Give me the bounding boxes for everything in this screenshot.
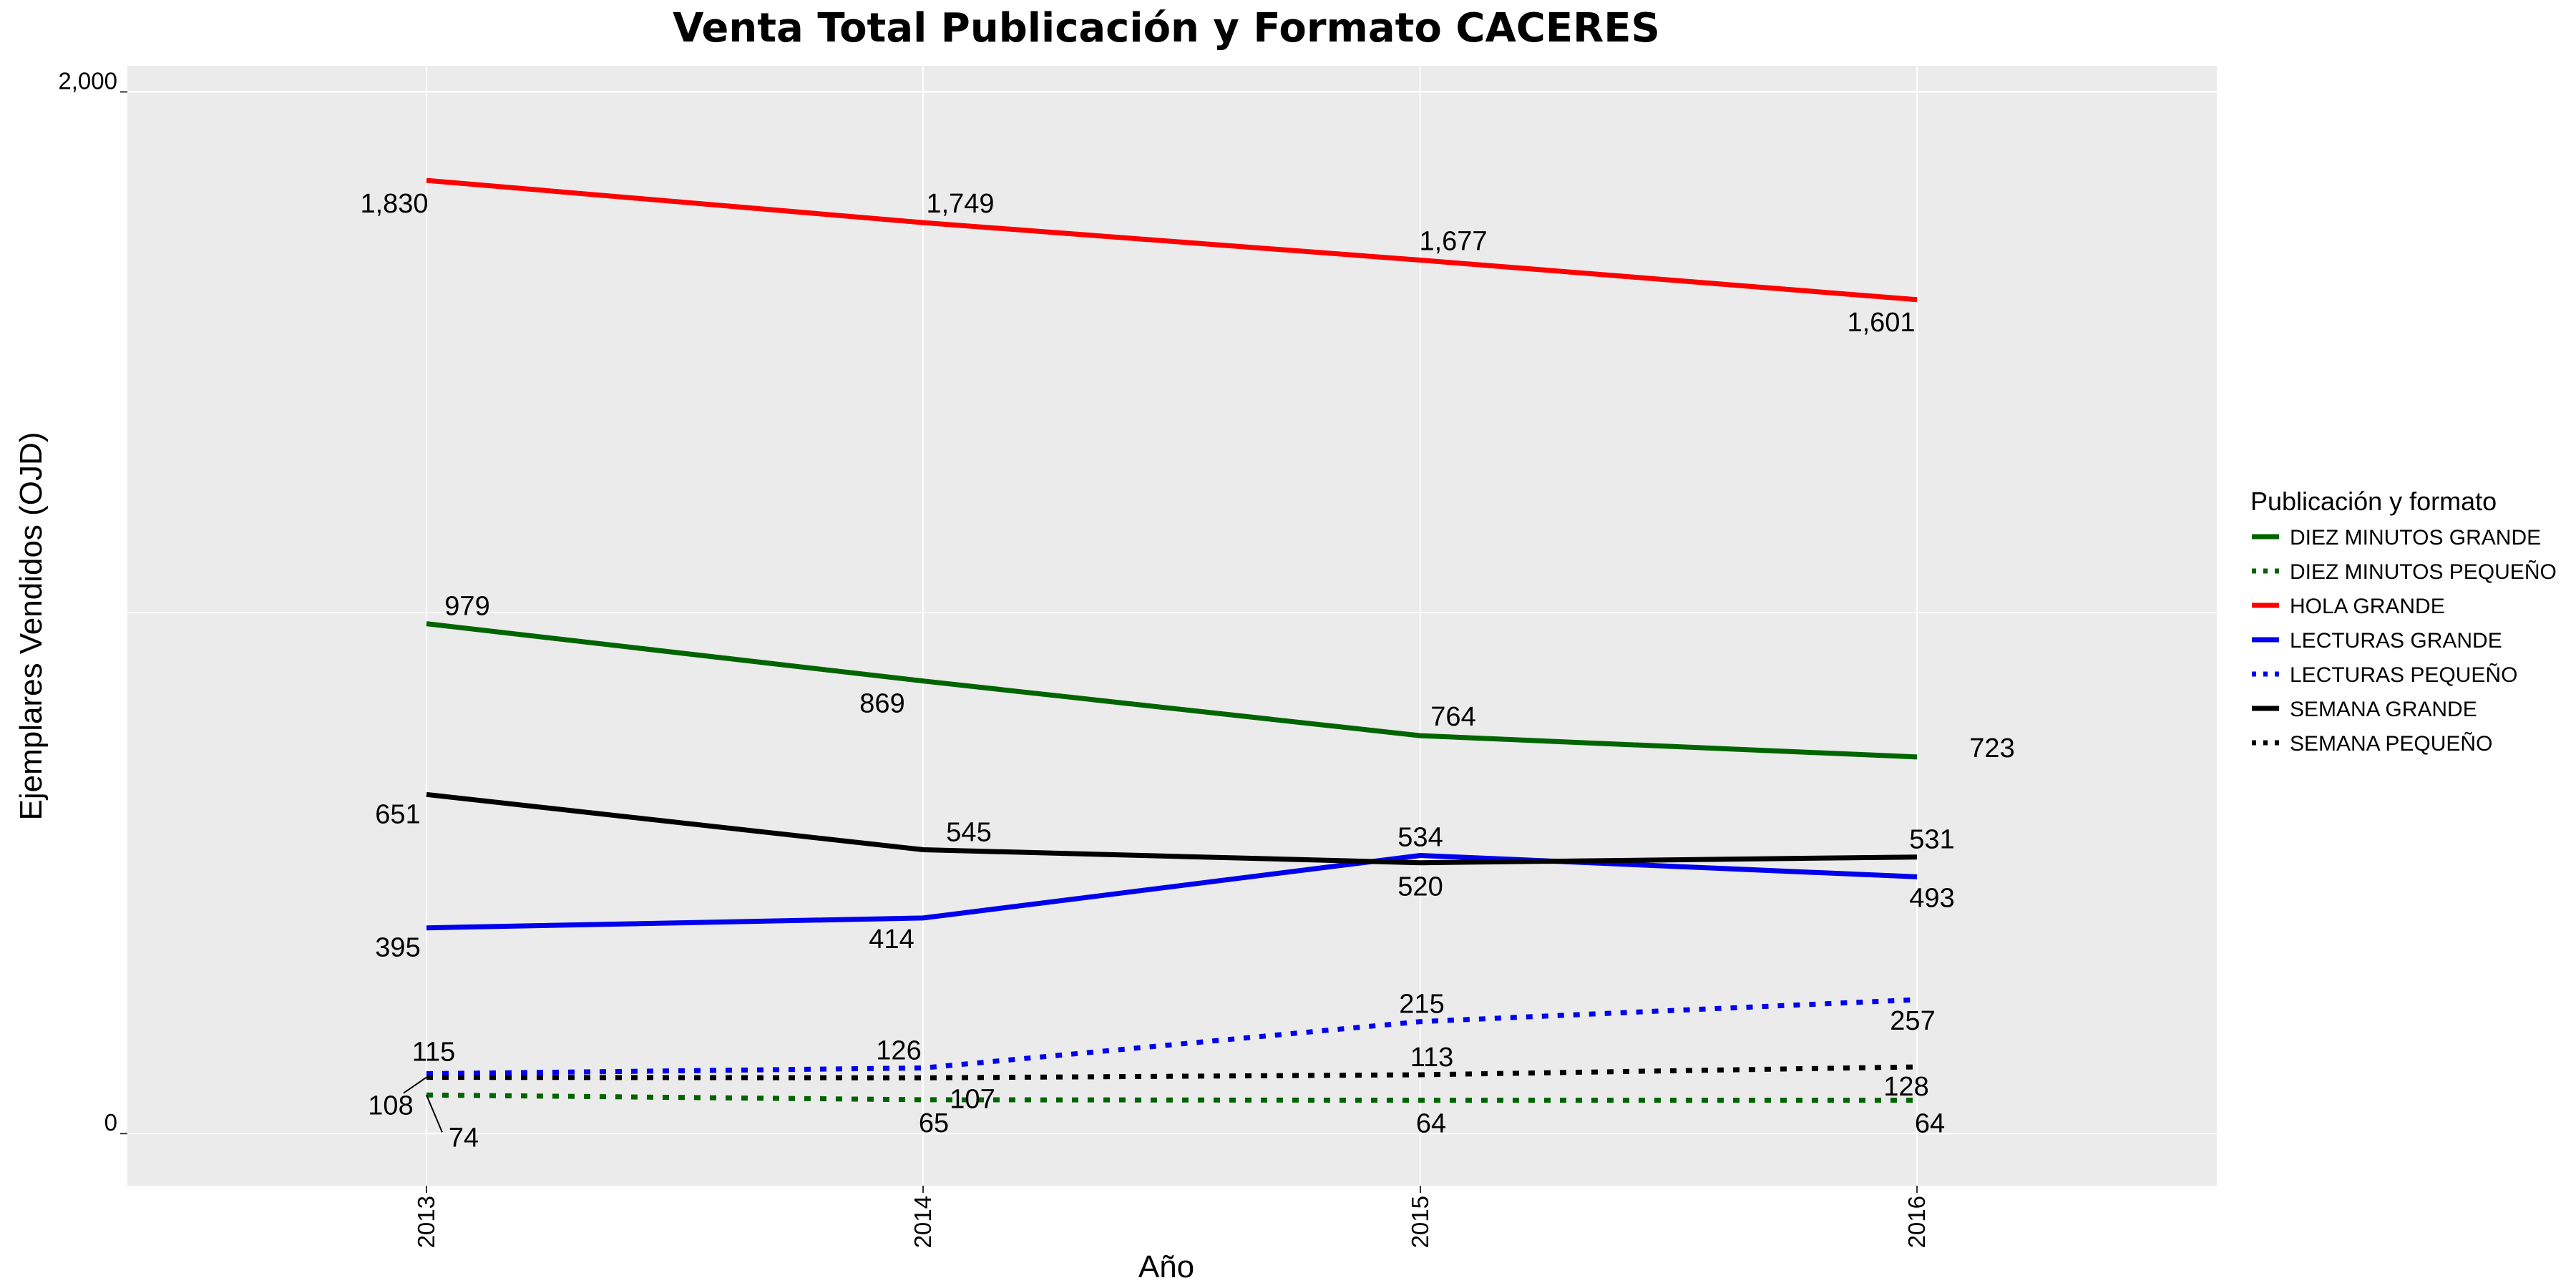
label-leader-line <box>426 1094 443 1133</box>
data-label: 1,677 <box>1419 227 1487 257</box>
data-label: 113 <box>1410 1043 1454 1073</box>
axes: 0 2,000 2013 2014 2015 2016 <box>58 67 1930 1248</box>
data-label: 108 <box>368 1091 413 1121</box>
x-tick-label: 2013 <box>413 1196 439 1248</box>
legend: DIEZ MINUTOS GRANDE DIEZ MINUTOS PEQUEÑO H… <box>2252 526 2557 756</box>
data-labels: 1,830 1,749 1,677 1,601 979 869 764 723 651 545 52… <box>360 189 2014 1153</box>
y-tick-label: 2,000 <box>58 67 117 94</box>
data-label: 534 <box>1397 823 1443 853</box>
data-label: 869 <box>859 689 904 719</box>
data-label: 64 <box>1915 1109 1945 1139</box>
legend-title: Publicación y formato <box>2250 487 2497 516</box>
series-line-lecturas-peque-o <box>426 997 1918 1076</box>
series-line-semana-grande <box>426 791 1918 866</box>
data-label: 651 <box>375 799 420 829</box>
series-line-diez-minutos-grande <box>426 621 1918 760</box>
data-label: 493 <box>1909 883 1954 913</box>
grid-lines <box>127 66 2217 1186</box>
legend-label: DIEZ MINUTOS GRANDE <box>2290 526 2541 550</box>
plot-panel <box>127 66 2217 1186</box>
data-label: 107 <box>950 1084 995 1114</box>
data-label: 764 <box>1430 702 1475 732</box>
data-label: 1,749 <box>926 189 994 219</box>
legend-label: LECTURAS GRANDE <box>2290 629 2502 653</box>
series-lines <box>426 177 1918 1103</box>
data-label: 545 <box>946 818 991 848</box>
data-label: 64 <box>1416 1109 1446 1139</box>
label-leader-line <box>403 1076 427 1094</box>
legend-label: HOLA GRANDE <box>2290 595 2445 618</box>
data-label: 414 <box>869 924 914 955</box>
x-tick-label: 2014 <box>909 1196 936 1248</box>
series-line-diez-minutos-peque-o <box>426 1092 1917 1103</box>
y-tick-label: 0 <box>104 1109 117 1136</box>
data-label: 74 <box>449 1123 479 1153</box>
data-label: 128 <box>1883 1072 1928 1102</box>
chart-title: Venta Total Publicación y Formato CACERE… <box>673 5 1660 52</box>
x-axis-title: Año <box>1138 1249 1194 1284</box>
data-label: 215 <box>1399 990 1444 1020</box>
data-label: 1,601 <box>1847 308 1915 338</box>
legend-label: DIEZ MINUTOS PEQUEÑO <box>2290 560 2557 584</box>
data-label: 723 <box>1969 733 2014 763</box>
legend-label: LECTURAS PEQUEÑO <box>2290 663 2517 687</box>
series-line-lecturas-grande <box>426 853 1918 931</box>
x-tick-label: 2015 <box>1407 1196 1433 1248</box>
data-label: 395 <box>375 933 420 963</box>
data-label: 126 <box>876 1035 921 1065</box>
y-axis-title: Ejemplares Vendidos (OJD) <box>14 432 49 821</box>
series-line-semana-peque-o <box>426 1064 1918 1080</box>
data-label: 979 <box>444 592 489 622</box>
data-label: 531 <box>1909 825 1954 855</box>
data-label: 257 <box>1890 1006 1935 1036</box>
legend-label: SEMANA PEQUEÑO <box>2290 731 2492 756</box>
data-label: 520 <box>1397 872 1443 902</box>
legend-label: SEMANA GRANDE <box>2290 698 2477 721</box>
data-label: 65 <box>919 1108 949 1138</box>
data-label: 115 <box>412 1038 456 1068</box>
series-line-hola-grande <box>426 177 1918 303</box>
data-label: 1,830 <box>360 189 428 219</box>
x-tick-label: 2016 <box>1903 1196 1930 1248</box>
